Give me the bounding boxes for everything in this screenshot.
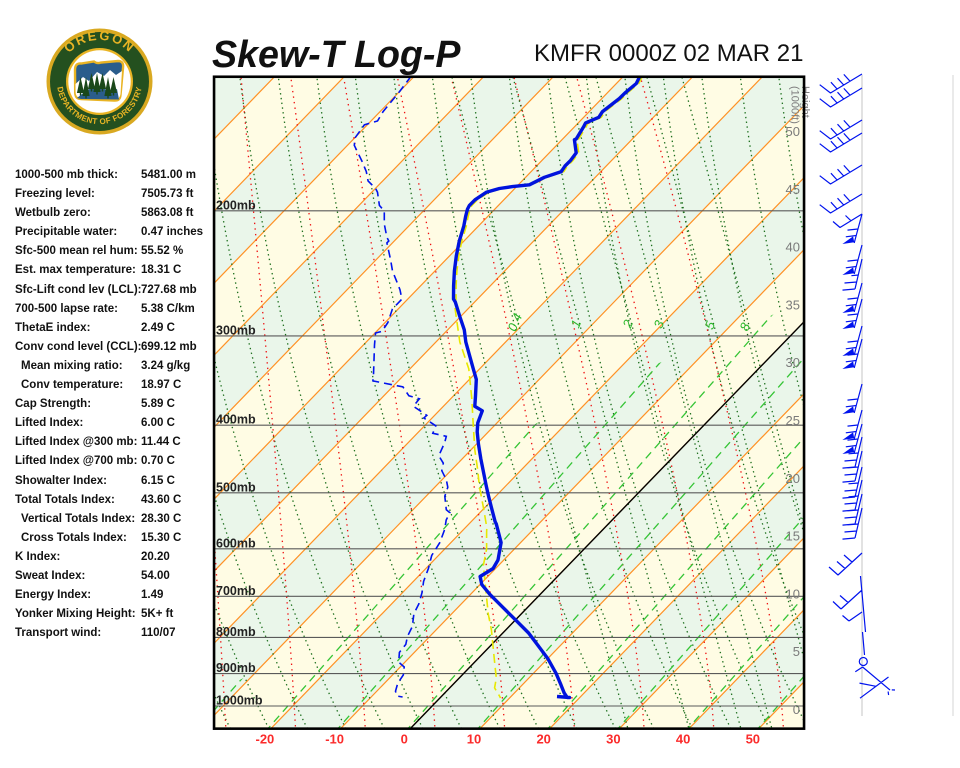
- svg-text:50: 50: [786, 124, 800, 139]
- svg-text:400mb: 400mb: [216, 413, 256, 427]
- svg-text:700mb: 700mb: [216, 584, 256, 598]
- svg-text:-10: -10: [325, 732, 344, 747]
- svg-text:45: 45: [786, 182, 800, 197]
- svg-text:200mb: 200mb: [216, 198, 256, 212]
- svg-text:20: 20: [786, 471, 800, 486]
- svg-text:-20: -20: [256, 732, 275, 747]
- svg-text:10: 10: [786, 586, 800, 601]
- svg-text:1000mb: 1000mb: [216, 694, 263, 708]
- svg-text:800mb: 800mb: [216, 625, 256, 639]
- svg-text:0: 0: [793, 702, 800, 717]
- svg-text:50: 50: [746, 732, 760, 747]
- svg-text:300mb: 300mb: [216, 323, 256, 337]
- svg-text:30: 30: [606, 732, 620, 747]
- svg-text:0.4: 0.4: [504, 311, 525, 333]
- svg-text:35: 35: [786, 297, 800, 312]
- svg-text:900mb: 900mb: [216, 661, 256, 675]
- svg-text:500mb: 500mb: [216, 480, 256, 494]
- svg-text:40: 40: [676, 732, 690, 747]
- svg-text:15: 15: [786, 529, 800, 544]
- svg-text:30: 30: [786, 355, 800, 370]
- svg-text:20: 20: [536, 732, 550, 747]
- svg-text:5: 5: [793, 644, 800, 659]
- svg-text:0: 0: [401, 732, 408, 747]
- svg-text:25: 25: [786, 413, 800, 428]
- svg-text:600mb: 600mb: [216, 536, 256, 550]
- svg-text:(1000ft): (1000ft): [789, 86, 801, 124]
- svg-text:10: 10: [467, 732, 481, 747]
- svg-text:40: 40: [786, 240, 800, 255]
